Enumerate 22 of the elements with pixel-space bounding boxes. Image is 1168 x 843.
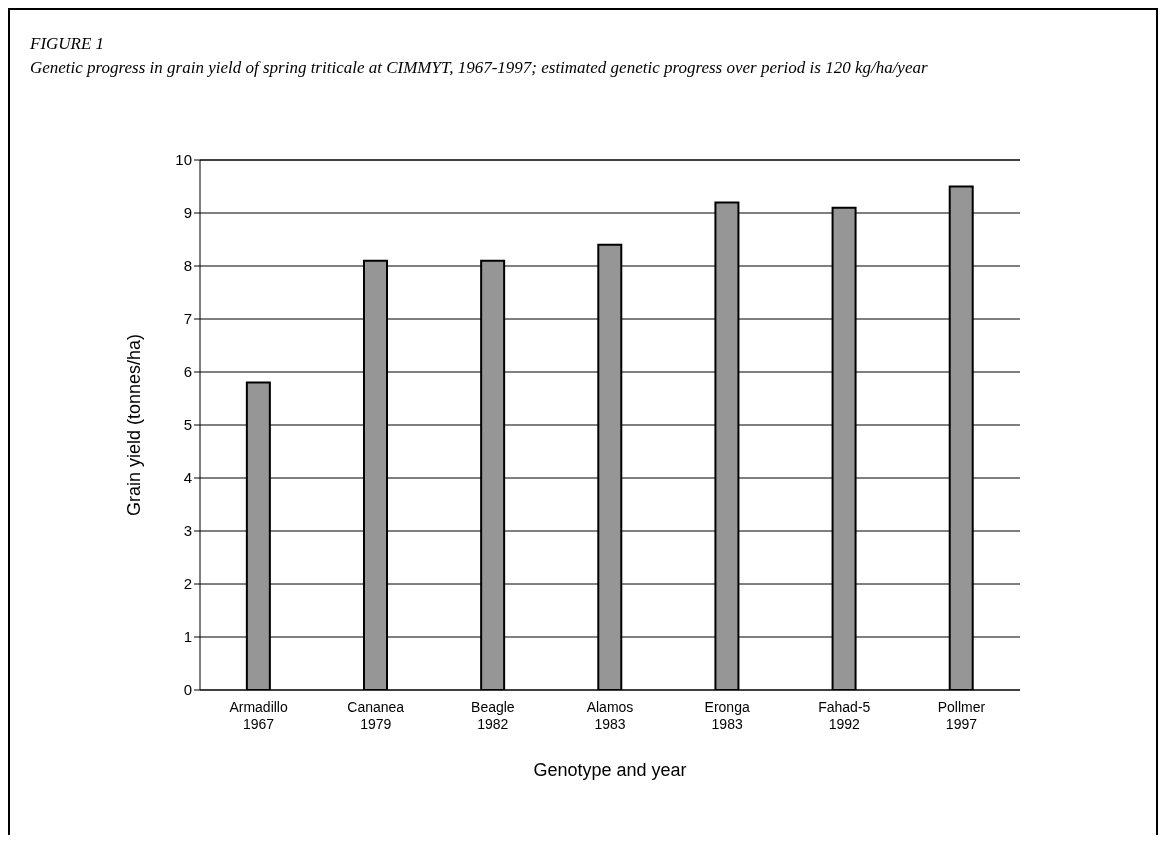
x-tick-label: Fahad-5 1992 [818, 699, 871, 732]
y-tick-label: 9 [183, 204, 192, 222]
chart-subtitle: Genetic progress in grain yield of spring triticale at CIMMYT, 1967-1997; estimated genetic progress over period is 120 kg/ha/year [30, 57, 929, 79]
y-tick-label: 0 [183, 681, 192, 699]
y-tick-label: 4 [183, 469, 192, 487]
x-tick-label: Cananea 1979 [347, 699, 405, 732]
x-tick-label: Alamos 1983 [586, 699, 634, 732]
y-tick-label: 10 [175, 151, 192, 169]
y-tick-label: 8 [183, 257, 192, 275]
x-axis-title: Genotype and year [533, 760, 687, 780]
y-tick-label: 1 [183, 628, 192, 646]
y-tick-label: 5 [183, 416, 192, 434]
x-tick-label: Armadillo 1967 [229, 699, 288, 732]
y-axis-title: Grain yield (tonnes/ha) [124, 333, 145, 517]
chart-title: FIGURE 1 [30, 33, 106, 55]
x-tick-label: Beagle 1982 [471, 699, 515, 732]
y-tick-label: 7 [183, 310, 192, 328]
y-tick-label: 3 [183, 522, 192, 540]
y-tick-label: 2 [183, 575, 192, 593]
y-tick-label: 6 [183, 363, 192, 381]
x-tick-label: Eronga 1983 [704, 699, 750, 732]
x-tick-label: Pollmer 1997 [937, 699, 986, 732]
